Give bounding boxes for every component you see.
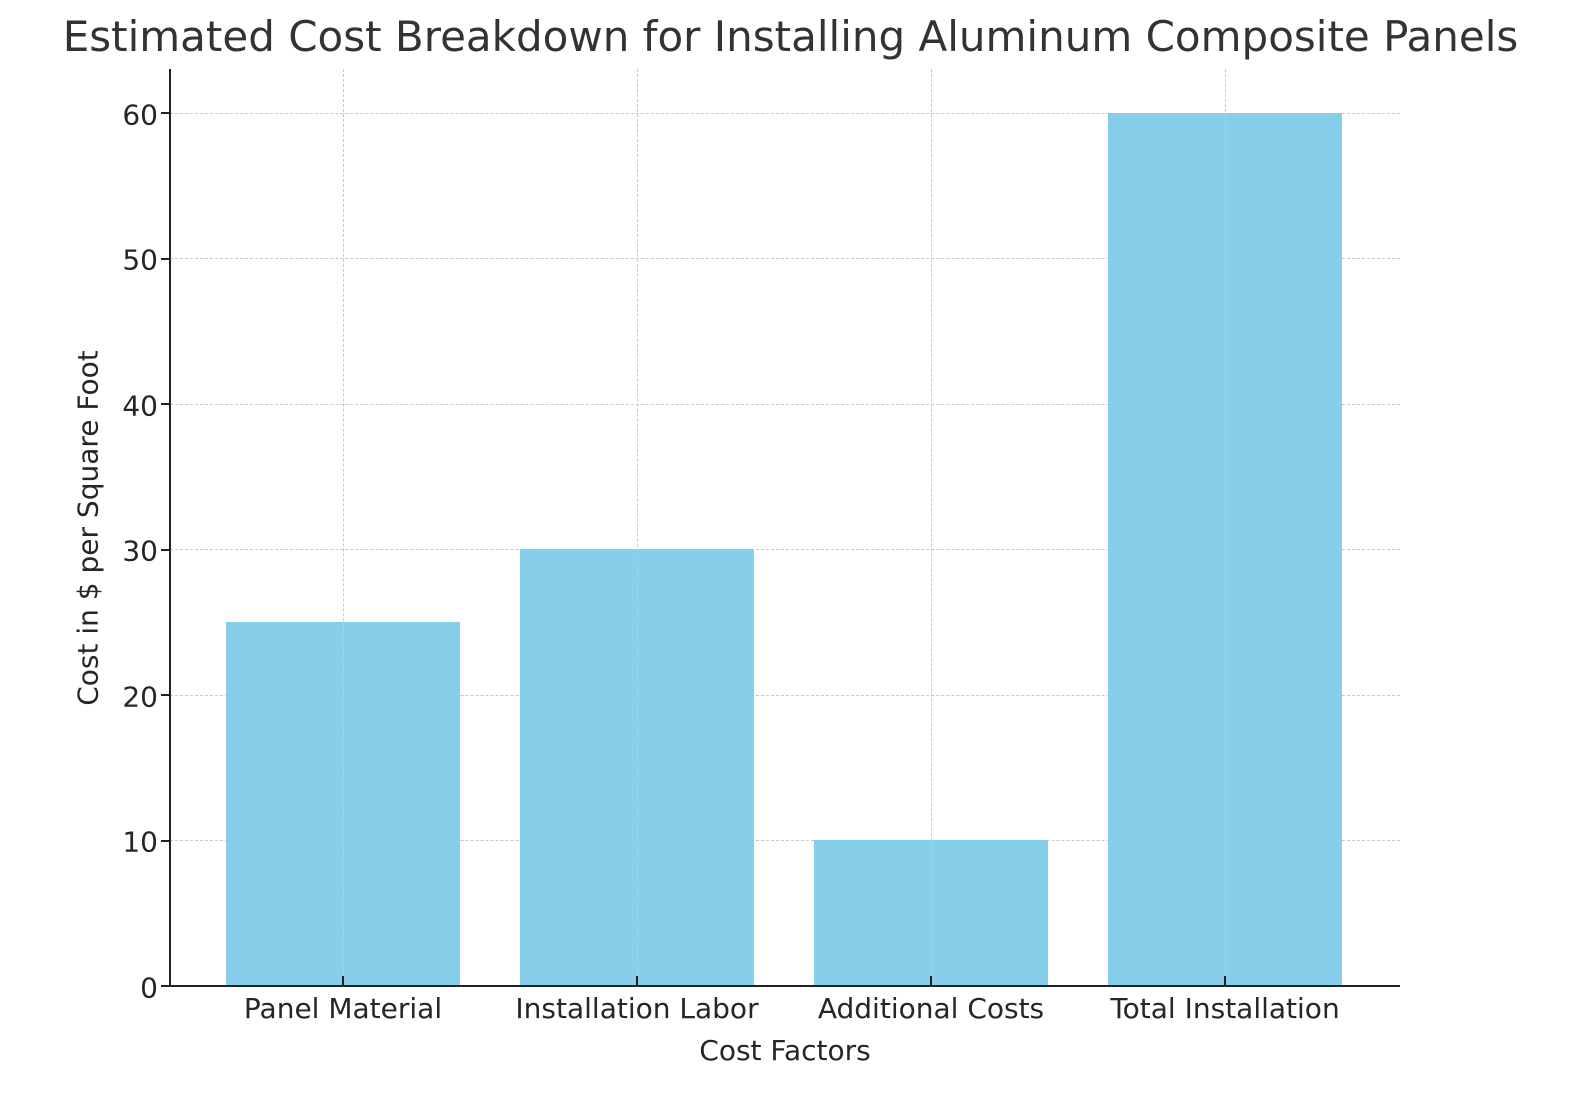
grid-line-y-10 [170, 840, 1400, 841]
y-tick-mark [161, 258, 169, 260]
y-tick-label: 10 [122, 825, 158, 859]
y-tick-label: 20 [122, 680, 158, 714]
grid-line-y-60 [170, 113, 1400, 114]
grid-line-x-installation-labor [637, 69, 638, 986]
grid-line-y-40 [170, 404, 1400, 405]
y-tick-label: 40 [122, 389, 158, 423]
y-tick-mark [161, 840, 169, 842]
grid-line-y-30 [170, 549, 1400, 550]
y-tick-mark [161, 403, 169, 405]
y-tick-mark [161, 985, 169, 987]
grid-line-x-total-installation [1225, 69, 1226, 986]
x-tick-mark [1224, 976, 1226, 985]
grid-line-x-additional-costs [931, 69, 932, 986]
x-tick-label-total-installation: Total Installation [1110, 992, 1340, 1025]
x-tick-mark [636, 976, 638, 985]
x-tick-mark [342, 976, 344, 985]
grid-line-y-20 [170, 695, 1400, 696]
grid-line-x-panel-material [343, 69, 344, 986]
y-axis-line [169, 69, 171, 987]
chart-title: Estimated Cost Breakdown for Installing … [62, 12, 1519, 61]
grid-line-y-50 [170, 258, 1400, 259]
y-tick-mark [161, 112, 169, 114]
y-tick-label: 50 [122, 243, 158, 277]
x-tick-label-installation-labor: Installation Labor [515, 992, 759, 1025]
y-axis-label: Cost in $ per Square Foot [71, 350, 105, 706]
x-axis-label: Cost Factors [699, 1034, 871, 1067]
x-tick-label-panel-material: Panel Material [243, 992, 443, 1025]
y-tick-label: 0 [140, 971, 158, 1005]
x-tick-mark [930, 976, 932, 985]
y-tick-label: 30 [122, 534, 158, 568]
y-tick-mark [161, 694, 169, 696]
y-tick-label: 60 [122, 98, 158, 132]
x-axis-line [169, 985, 1400, 987]
x-tick-label-additional-costs: Additional Costs [817, 992, 1045, 1025]
y-tick-mark [161, 549, 169, 551]
